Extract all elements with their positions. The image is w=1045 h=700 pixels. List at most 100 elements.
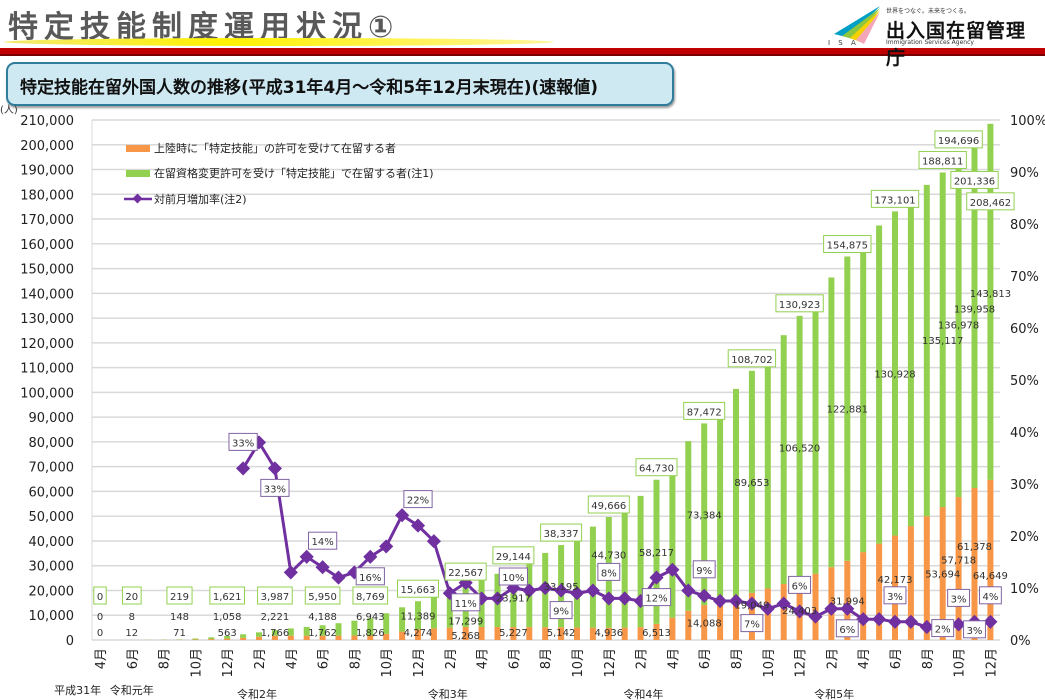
total-label-box xyxy=(950,170,999,189)
landing-label: 14,088 xyxy=(687,619,722,630)
y2-tick-label: 100% xyxy=(1010,114,1045,129)
bar-change xyxy=(987,123,994,480)
total-label-box xyxy=(870,189,920,208)
bar-landing xyxy=(319,635,326,640)
bar-landing xyxy=(558,627,565,640)
year-label: 令和4年 xyxy=(623,687,663,700)
rate-label-box xyxy=(692,560,716,579)
rate-marker xyxy=(681,583,696,598)
rate-label: 4% xyxy=(982,592,998,603)
bar-landing xyxy=(717,601,724,640)
bar-change xyxy=(589,526,596,628)
bar-landing xyxy=(367,635,374,640)
change-label: 106,520 xyxy=(779,444,820,455)
rate-label: 11% xyxy=(455,599,477,610)
bar-change xyxy=(717,406,724,602)
bar-landing xyxy=(224,638,231,640)
x-tick-label: 12月 xyxy=(984,648,999,678)
rate-marker xyxy=(267,461,282,476)
change-label: 8 xyxy=(129,612,135,623)
bar-landing xyxy=(987,479,994,640)
bar-landing xyxy=(335,635,342,640)
change-label: 73,384 xyxy=(687,510,722,521)
rate-marker xyxy=(283,565,298,580)
rate-label-box xyxy=(947,588,971,607)
rate-marker xyxy=(522,583,537,598)
logo-tagline: 世界をつなぐ。未来をつくる。 xyxy=(886,8,970,15)
total-label: 29,144 xyxy=(496,552,531,563)
y-tick-label: 200,000 xyxy=(20,139,74,154)
total-label-box xyxy=(635,458,678,477)
bar-landing xyxy=(605,627,612,640)
rate-marker xyxy=(776,596,791,611)
bar-change xyxy=(653,479,660,624)
rate-marker xyxy=(538,580,553,596)
bar-change xyxy=(287,628,294,636)
rate-label-box xyxy=(498,567,529,586)
legend-label-rate: 対前月増加率(注2) xyxy=(154,192,247,206)
change-label: 0 xyxy=(97,612,103,623)
total-label: 1,621 xyxy=(213,592,242,603)
landing-label: 61,378 xyxy=(957,542,992,553)
landing-label: 1,826 xyxy=(356,628,385,639)
total-label: 154,875 xyxy=(827,241,868,252)
x-tick-label: 10月 xyxy=(571,648,586,678)
x-tick-label: 4月 xyxy=(285,648,300,669)
landing-label: 0 xyxy=(97,628,103,639)
bar-landing xyxy=(733,596,739,640)
bar-change xyxy=(271,630,278,636)
rate-label-box xyxy=(963,620,986,639)
rate-label: 12% xyxy=(645,594,667,605)
x-tick-label: 6月 xyxy=(126,648,141,669)
y-tick-label: 80,000 xyxy=(29,436,75,451)
x-tick-label: 4月 xyxy=(857,648,872,669)
total-label: 22,567 xyxy=(448,568,483,579)
chart-title: 特定技能在留外国人数の推移(平成31年4月～令和5年12月末現在)(速報値) xyxy=(20,78,599,98)
landing-label: 5,268 xyxy=(451,631,480,642)
change-label: 130,928 xyxy=(874,369,915,380)
y2-tick-label: 90% xyxy=(1010,166,1039,181)
landing-label: 53,694 xyxy=(925,570,960,581)
bar-change xyxy=(860,240,867,553)
bar-change xyxy=(335,623,342,636)
total-label: 108,702 xyxy=(731,355,772,366)
rate-marker xyxy=(395,508,410,523)
rate-line xyxy=(236,435,998,637)
rate-marker xyxy=(665,562,680,577)
bar-change xyxy=(446,589,453,628)
rate-marker xyxy=(585,583,600,598)
bar-change xyxy=(208,637,215,640)
rate-label-box xyxy=(835,619,859,638)
rate-marker xyxy=(601,591,616,606)
rate-label: 8% xyxy=(601,568,617,579)
x-tick-label: 6月 xyxy=(889,648,904,669)
total-label-box xyxy=(444,562,487,581)
rate-marker xyxy=(617,591,632,606)
bar-landing xyxy=(478,627,485,640)
bar-change xyxy=(510,567,517,628)
rate-label-box xyxy=(978,586,1002,605)
landing-label: 24,403 xyxy=(782,606,817,617)
total-label-box xyxy=(352,586,389,605)
change-label: 6,943 xyxy=(356,612,385,623)
total-label: 130,923 xyxy=(779,300,820,311)
total-label-box xyxy=(93,586,107,605)
legend-label-change: 在留資格変更許可を受け「特定技能」で在留する者(注1) xyxy=(154,166,434,180)
bar-change xyxy=(399,607,406,632)
total-label: 0 xyxy=(97,592,103,603)
rate-label-box xyxy=(931,619,955,638)
x-tick-label: 2月 xyxy=(253,648,268,669)
y-tick-label: 60,000 xyxy=(29,485,75,500)
x-tick-label: 8月 xyxy=(158,648,173,669)
y-tick-label: 210,000 xyxy=(20,114,74,129)
rate-label: 33% xyxy=(232,438,254,449)
landing-label: 5,227 xyxy=(499,628,528,639)
rate-marker xyxy=(728,593,744,609)
rate-label: 16% xyxy=(359,573,381,584)
total-label-box xyxy=(166,586,193,605)
x-tick-label: 2月 xyxy=(444,648,459,669)
y2-tick-label: 60% xyxy=(1010,322,1039,337)
rate-label-box xyxy=(641,588,672,607)
y-tick-label: 170,000 xyxy=(20,213,74,228)
